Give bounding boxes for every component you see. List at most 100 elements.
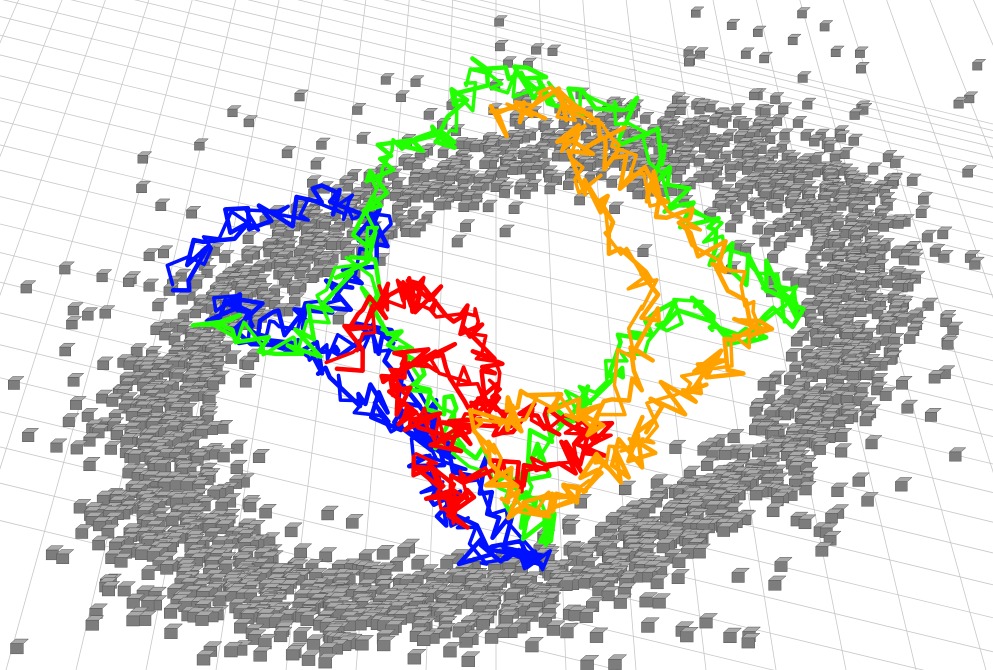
grid-line: [0, 0, 106, 297]
voxel-cube: [82, 432, 101, 447]
voxel-cube: [766, 502, 785, 518]
voxel-cube: [227, 105, 242, 118]
voxel-cube: [755, 142, 772, 154]
voxel-cube: [453, 137, 469, 150]
voxel-cube: [502, 56, 518, 68]
voxel-cube: [731, 211, 747, 224]
voxel-cube: [513, 182, 530, 195]
voxel-cube: [320, 505, 340, 521]
voxel-cube: [196, 650, 216, 666]
voxel-cube: [20, 280, 37, 294]
voxel-cube: [639, 112, 655, 124]
voxel-cube: [547, 44, 562, 56]
voxel-cube: [798, 514, 817, 530]
voxel-cube: [726, 18, 741, 30]
voxel-cube: [135, 180, 152, 194]
voxel-cube: [769, 92, 785, 104]
voxel-cube: [356, 131, 372, 144]
grid-line: [478, 0, 993, 125]
voxel-cube: [380, 73, 395, 85]
voxel-cube: [143, 248, 160, 262]
occupancy-voxels: [7, 6, 987, 670]
voxel-cube: [493, 15, 508, 27]
voxel-cube: [774, 557, 793, 572]
voxel-cube: [258, 504, 278, 519]
voxel-cube: [675, 103, 690, 115]
voxel-cube: [751, 221, 768, 235]
voxel-cube: [354, 635, 375, 651]
voxel-cube: [65, 316, 83, 330]
voxel-cube: [815, 541, 834, 557]
voxel-cube: [402, 158, 418, 171]
voxel-cube: [864, 192, 880, 205]
voxel-cube: [539, 120, 555, 132]
voxel-cube: [892, 216, 909, 229]
voxel-cube: [376, 635, 396, 652]
grid-line: [383, 0, 993, 148]
voxel-cube: [407, 649, 427, 665]
voxel-cube: [724, 169, 741, 182]
voxel-cube: [865, 435, 883, 450]
voxel-cube: [58, 342, 76, 357]
voxel-cube: [903, 330, 921, 344]
voxel-cube: [683, 55, 699, 67]
voxel-cube: [690, 6, 705, 18]
voxel-cube: [852, 472, 871, 487]
voxel-cube: [764, 132, 780, 144]
voxel-cube: [185, 206, 202, 219]
voxel-cube: [96, 269, 113, 283]
voxel-cube: [838, 225, 855, 238]
grid-line: [425, 0, 453, 670]
voxel-cube: [579, 607, 599, 623]
voxel-cube: [796, 7, 811, 19]
voxel-cube: [293, 543, 313, 559]
voxel-cube: [895, 376, 913, 390]
grid-line: [451, 0, 993, 131]
voxel-cube: [694, 102, 709, 115]
voxel-cube: [832, 217, 849, 231]
voxel-cube: [524, 636, 545, 653]
voxel-cube: [823, 140, 839, 153]
voxel-cube: [325, 237, 342, 251]
voxel-cube: [544, 182, 560, 195]
voxel-cube: [433, 198, 449, 211]
voxel-cube: [672, 553, 691, 568]
voxel-cube: [640, 617, 660, 633]
voxel-cube: [855, 62, 871, 74]
voxel-cube: [907, 252, 924, 266]
voxel-cube: [67, 373, 85, 387]
voxel-cube: [879, 387, 897, 401]
voxel-cube: [971, 59, 987, 71]
voxel-cube: [936, 226, 953, 240]
voxel-cube: [154, 198, 171, 211]
voxel-cube: [890, 267, 908, 281]
voxel-cube: [391, 201, 408, 214]
voxel-cube: [894, 477, 913, 492]
grid-line: [886, 0, 993, 299]
voxel-cube: [771, 114, 787, 126]
voxel-cube: [694, 47, 710, 59]
voxel-cube: [9, 638, 30, 655]
voxel-cube: [243, 497, 262, 513]
voxel-cube: [242, 231, 259, 244]
voxel-cube: [759, 187, 775, 201]
voxel-cube: [407, 206, 423, 219]
voxel-cube: [482, 199, 499, 213]
voxel-cube: [946, 321, 964, 335]
voxel-cube: [924, 408, 942, 422]
voxel-cube: [230, 459, 249, 475]
voxel-cube: [937, 250, 954, 263]
grid-line: [0, 0, 150, 470]
voxel-cube: [704, 100, 720, 113]
voxel-cube: [864, 253, 881, 267]
voxel-cube: [499, 224, 516, 238]
voxel-cube: [75, 524, 94, 539]
voxel-cube: [332, 311, 349, 325]
voxel-cube: [854, 46, 869, 58]
voxel-cube: [70, 440, 88, 455]
voxel-cube: [498, 185, 515, 198]
voxel-cube: [101, 581, 121, 597]
voxel-cube: [253, 646, 273, 662]
